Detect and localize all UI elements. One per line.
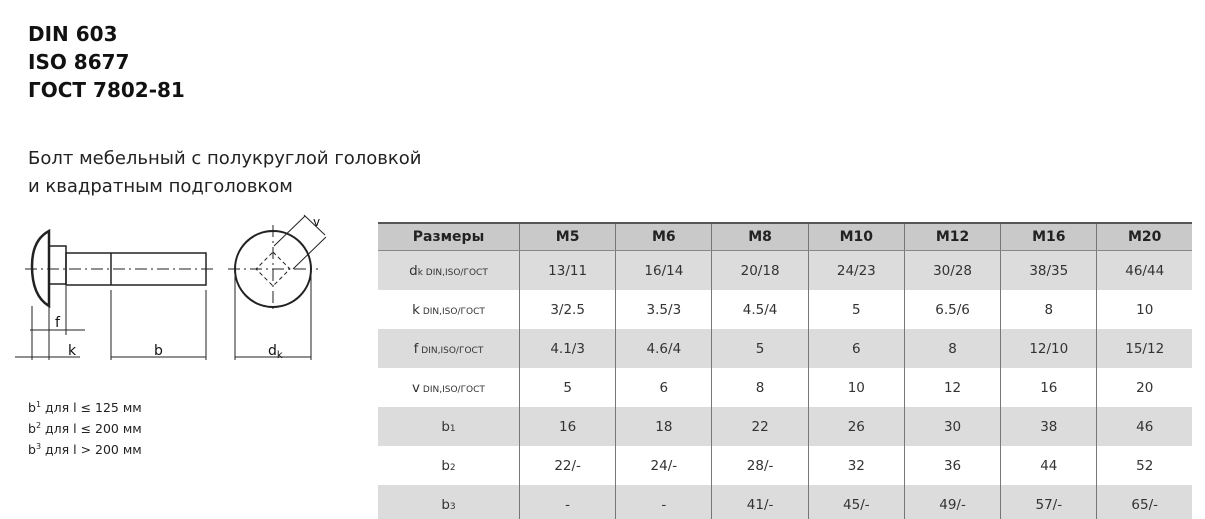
- table-cell: 3/2.5: [518, 290, 616, 329]
- label-dk: dk: [268, 343, 283, 361]
- table-cell: 3.5/3: [615, 290, 712, 329]
- table-cell: 4.5/4: [711, 290, 809, 329]
- table-cell: 16/14: [615, 250, 712, 290]
- table-cell: 30/28: [903, 250, 1001, 290]
- description-line: Болт мебельный с полукруглой головкой: [28, 148, 422, 169]
- bolt-neck: [48, 245, 67, 285]
- table-cell: 6: [615, 368, 712, 407]
- row-label: b3: [378, 485, 520, 519]
- table-cell: 26: [807, 407, 905, 446]
- table-cell: 12/10: [1000, 329, 1097, 368]
- table-cell: 44: [1000, 446, 1097, 485]
- note: b2 для l ≤ 200 мм: [28, 421, 142, 437]
- table-cell: 46: [1096, 407, 1192, 446]
- bolt-head: [30, 228, 51, 309]
- table-row: dk DIN,ISO/ГОСТ 13/11 16/14 20/18 24/23 30/28…: [378, 250, 1192, 290]
- note: b1 для l ≤ 125 мм: [28, 400, 142, 416]
- table-cell: 5: [518, 368, 616, 407]
- standard-din: DIN 603: [28, 22, 118, 46]
- label-b: b: [154, 343, 163, 359]
- dimensions-table: Размеры M5 M6 M8 M10 M12 M16 M20 dk DIN,ISO/ГОС…: [378, 222, 1192, 519]
- table-row: f DIN,ISO/ГОСТ 4.1/3 4.6/4 5 6 8 12/10 15/12: [378, 329, 1192, 368]
- table-cell: 6: [807, 329, 905, 368]
- table-header: Размеры M5 M6 M8 M10 M12 M16 M20: [378, 222, 1192, 251]
- row-label: k DIN,ISO/ГОСТ: [412, 301, 485, 318]
- table-cell: 46/44: [1096, 250, 1192, 290]
- standard-iso: ISO 8677: [28, 50, 130, 74]
- column-header: M8: [711, 222, 809, 251]
- row-label: b2: [441, 457, 456, 474]
- note: b3 для l > 200 мм: [28, 442, 142, 458]
- table-cell: 65/-: [1096, 485, 1192, 519]
- table-row: b3- -41/- 45/- 49/- 57/- 65/-: [378, 485, 1192, 519]
- column-header: M10: [807, 222, 905, 251]
- description-line: и квадратным подголовком: [28, 176, 293, 197]
- table-cell: -: [518, 485, 616, 519]
- table-row: v DIN,ISO/ГОСТ 5 6 8 10 12 16 20: [378, 368, 1192, 407]
- label-k: k: [68, 343, 77, 359]
- column-header-label: Размеры: [378, 222, 520, 251]
- table-cell: 4.6/4: [615, 329, 712, 368]
- table-cell: 22/-: [518, 446, 616, 485]
- table-cell: 5: [807, 290, 905, 329]
- column-header: M16: [1000, 222, 1097, 251]
- table-cell: 6.5/6: [903, 290, 1001, 329]
- row-label: b1: [378, 407, 520, 446]
- table-cell: 10: [1096, 290, 1192, 329]
- table-row: b2 22/- 24/- 28/- 32 36 44 52: [378, 446, 1192, 485]
- table-cell: 38: [1000, 407, 1097, 446]
- table-cell: 22: [711, 407, 809, 446]
- table-cell: 28/-: [711, 446, 809, 485]
- column-header: M12: [903, 222, 1001, 251]
- row-label: dk DIN,ISO/ГОСТ: [378, 250, 520, 290]
- table-cell: 52: [1096, 446, 1192, 485]
- table-cell: 20: [1096, 368, 1192, 407]
- table-cell: 49/-: [903, 485, 1001, 519]
- table-cell: 36: [903, 446, 1001, 485]
- table-row: k DIN,ISO/ГОСТ 3/2.5 3.5/3 4.5/4 5 6.5/6 8 10: [378, 290, 1192, 329]
- table-cell: 8: [1000, 290, 1097, 329]
- label-v: v: [313, 215, 320, 229]
- row-label: v DIN,ISO/ГОСТ: [412, 379, 485, 396]
- length-notes: b1 для l ≤ 125 мм b2 для l ≤ 200 мм b3 д…: [28, 396, 142, 459]
- table-cell: 13/11: [518, 250, 616, 290]
- label-f: f: [55, 315, 61, 331]
- table-cell: 30: [903, 407, 1001, 446]
- table-cell: 4.1/3: [518, 329, 616, 368]
- table-cell: 24/23: [807, 250, 905, 290]
- table-cell: 16: [1000, 368, 1097, 407]
- standard-gost: ГОСТ 7802-81: [28, 78, 185, 102]
- table-cell: 41/-: [711, 485, 809, 519]
- table-cell: 16: [518, 407, 616, 446]
- table-cell: 8: [711, 368, 809, 407]
- column-header: M20: [1096, 222, 1192, 251]
- table-cell: 18: [615, 407, 712, 446]
- table-cell: 45/-: [807, 485, 905, 519]
- table-row: b1 16 18 22 26 30 38 46: [378, 407, 1192, 446]
- table-cell: 8: [903, 329, 1001, 368]
- table-cell: 24/-: [615, 446, 712, 485]
- table-cell: -: [615, 485, 712, 519]
- table-cell: 32: [807, 446, 905, 485]
- table-cell: 38/35: [1000, 250, 1097, 290]
- table-cell: 5: [711, 329, 809, 368]
- table-cell: 57/-: [1000, 485, 1097, 519]
- column-header: M5: [518, 222, 616, 251]
- product-description: Болт мебельный с полукруглой головкой и …: [28, 145, 422, 201]
- bolt-drawing: f k b dk v: [15, 214, 327, 361]
- table-cell: 20/18: [711, 250, 809, 290]
- table-cell: 15/12: [1096, 329, 1192, 368]
- table-cell: 12: [903, 368, 1001, 407]
- row-label: f DIN,ISO/ГОСТ: [378, 329, 520, 368]
- column-header: M6: [615, 222, 712, 251]
- table-cell: 10: [807, 368, 905, 407]
